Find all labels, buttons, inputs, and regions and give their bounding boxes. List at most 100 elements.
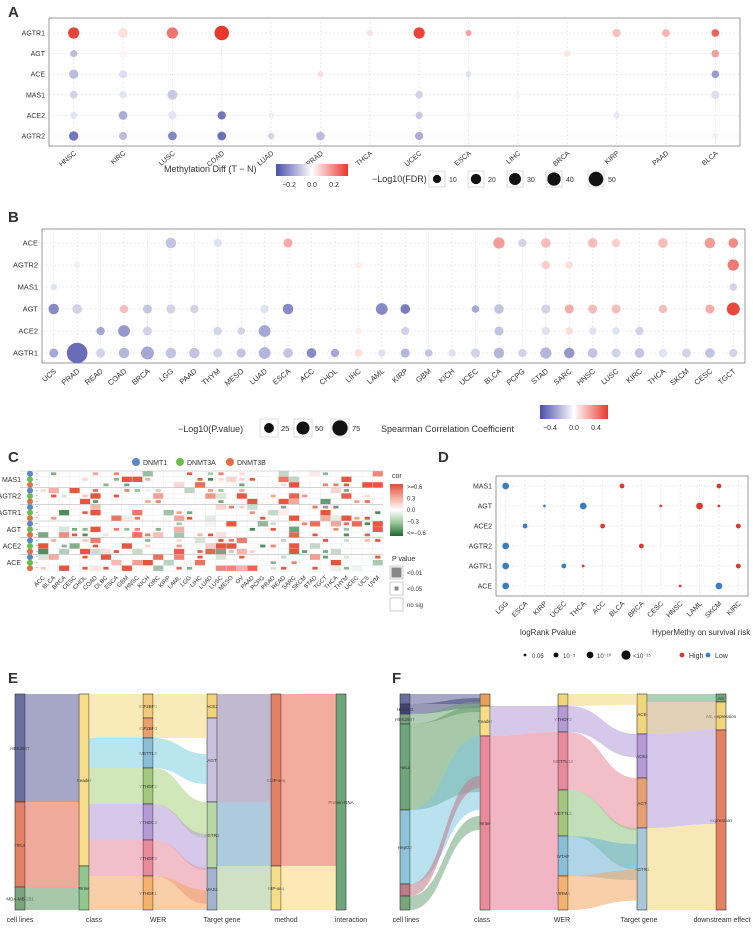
heatmap-cell: [341, 493, 352, 499]
heatmap-cell: [372, 471, 383, 477]
heatmap-cell: [268, 510, 279, 516]
heatmap-cell: [184, 487, 195, 494]
heatmap-cell: [312, 505, 318, 509]
gene-group-label: AGTR1: [0, 510, 21, 517]
heatmap-cell: [111, 560, 122, 566]
size-legend-title: −Log10(P.value): [178, 424, 243, 434]
data-point: [413, 27, 425, 39]
data-point: [502, 542, 510, 550]
data-point: [638, 543, 644, 549]
data-point: [415, 90, 424, 99]
flow: [568, 732, 637, 831]
stratum-label: WTAP: [557, 854, 570, 859]
heatmap-cell: [103, 483, 109, 487]
data-point: [213, 326, 222, 336]
data-point: [118, 111, 128, 120]
data-point: [711, 70, 720, 79]
heatmap-cell: [239, 483, 245, 487]
heatmap-cell: [289, 532, 300, 538]
data-point: [540, 347, 552, 359]
stratum-label: ACE2: [636, 754, 648, 759]
flow: [25, 694, 79, 802]
heatmap-cell: [184, 560, 195, 566]
color-legend-tick: 0.0: [569, 425, 579, 432]
heatmap-cell: [121, 565, 132, 571]
flow: [89, 694, 143, 718]
heatmap-cell: [289, 548, 300, 555]
data-point: [378, 349, 386, 357]
flow: [410, 702, 480, 724]
heatmap-cell: [236, 548, 247, 555]
cor-legend-bar: [390, 484, 403, 536]
dnmt-legend-dot: [226, 458, 234, 466]
data-point: [118, 70, 128, 79]
heatmap-cell: [82, 533, 88, 537]
axis-label: cell lines: [393, 917, 420, 924]
size-legend-dot: [296, 421, 310, 435]
heatmap-cell: [301, 522, 308, 526]
heatmap-cell: [134, 489, 140, 492]
data-point: [471, 305, 480, 313]
cor-legend-tick: >=0.6: [407, 485, 423, 491]
heatmap-cell: [82, 511, 88, 515]
data-point: [96, 326, 105, 336]
heatmap-cell: [174, 482, 185, 488]
data-point: [119, 50, 127, 58]
heatmap-cell: [278, 498, 289, 505]
heatmap-cell: [322, 555, 329, 559]
stratum-label: Protein-RNA: [328, 800, 353, 805]
flow: [217, 694, 271, 802]
y-tick-label: AGTR2: [22, 134, 45, 141]
heatmap-cell: [205, 515, 216, 521]
heatmap-cell: [249, 511, 255, 515]
heatmap-cell: [155, 500, 161, 503]
stratum-label: HepG2: [398, 845, 413, 850]
y-tick-label: ACE: [31, 72, 46, 79]
y-tick-label: ACE2: [18, 327, 38, 336]
heatmap-cell: [257, 521, 268, 527]
y-tick-label: AGTR1: [22, 31, 45, 38]
gene-group-label: AGT: [7, 527, 22, 534]
heatmap-cell: [51, 494, 57, 498]
heatmap-cell: [176, 522, 182, 526]
size-legend-dot: [432, 174, 442, 184]
heatmap-cell: [289, 482, 300, 488]
row-dnmt-dot: [27, 504, 33, 511]
heatmap-cell: [247, 498, 258, 505]
stratum-label: ACE2: [206, 704, 218, 709]
heatmap-cell: [134, 527, 140, 531]
heatmap-cell: [228, 539, 235, 542]
heatmap-cell: [364, 522, 370, 526]
flow: [568, 870, 637, 910]
flow: [153, 876, 207, 910]
y-tick-label: AGT: [478, 504, 493, 511]
stratum-cell-lines: [399, 895, 411, 911]
heatmap-cell: [343, 555, 350, 559]
p-legend-swatch: [391, 567, 402, 578]
data-point: [165, 347, 177, 359]
heatmap-cell: [174, 515, 185, 521]
row-dnmt-dot: [27, 543, 33, 549]
data-point: [502, 562, 510, 570]
data-point: [400, 304, 411, 314]
data-point: [375, 303, 388, 315]
stratum-cell-lines: [399, 693, 411, 705]
panel-f: F HEK293 HEK293T HeLa HepG2 Reader Writer YTHDF…: [392, 670, 751, 924]
data-point: [167, 89, 178, 100]
data-point: [565, 327, 574, 335]
data-point: [166, 27, 178, 39]
heatmap-cell: [103, 533, 109, 537]
data-point: [502, 582, 510, 590]
heatmap-cell: [48, 554, 59, 560]
axis-label: WER: [554, 917, 570, 924]
flow: [217, 802, 271, 866]
heatmap-cell: [239, 489, 245, 492]
data-point: [514, 91, 521, 98]
row-tick: -: [36, 565, 38, 571]
heatmap-cell: [186, 516, 193, 520]
heatmap-cell: [260, 527, 266, 531]
heatmap-cell: [186, 566, 193, 570]
heatmap-cell: [343, 489, 350, 492]
data-point: [213, 238, 222, 248]
